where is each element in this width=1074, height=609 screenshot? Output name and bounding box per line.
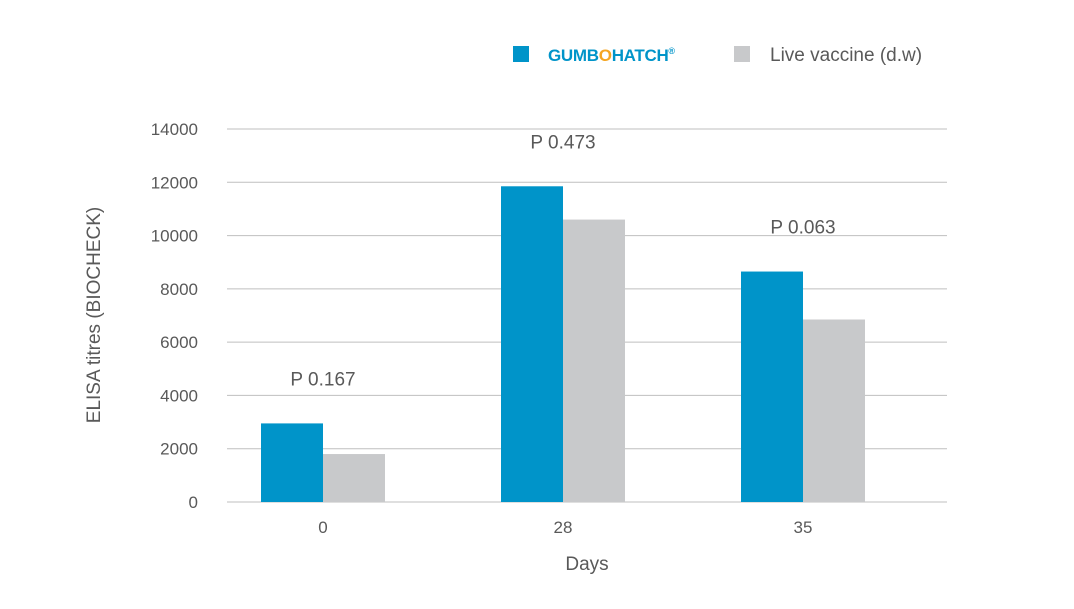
bar-live-vaccine-day-0 (323, 454, 385, 502)
p-value-label: P 0.473 (530, 132, 595, 153)
y-tick-label: 6000 (160, 333, 198, 352)
bar-gumbohatch-day-35 (741, 271, 803, 502)
legend-label-live-vaccine: Live vaccine (d.w) (770, 45, 922, 66)
p-value-label: P 0.063 (770, 218, 835, 239)
x-tick-label: 35 (794, 518, 813, 537)
legend-label-gumbohatch: GUMBOHATCH® (548, 46, 675, 65)
p-value-annotations: P 0.167 P 0.473 P 0.063 (290, 132, 835, 390)
bar-gumbohatch-day-28 (501, 186, 563, 502)
y-tick-label: 10000 (151, 227, 198, 246)
y-axis-ticks: 0 2000 4000 6000 8000 10000 12000 14000 (151, 120, 198, 512)
bar-gumbohatch-day-0 (261, 423, 323, 502)
y-tick-label: 4000 (160, 386, 198, 405)
bar-live-vaccine-day-35 (803, 319, 865, 502)
x-axis-ticks: 0 28 35 (318, 518, 812, 537)
legend-swatch-live-vaccine (734, 46, 750, 62)
x-tick-label: 28 (554, 518, 573, 537)
y-tick-label: 0 (189, 493, 198, 512)
y-axis-label: ELISA titres (BIOCHECK) (84, 207, 105, 423)
y-tick-label: 12000 (151, 173, 198, 192)
legend-swatch-gumbohatch (513, 46, 529, 62)
x-axis-label: Days (565, 554, 608, 575)
bar-live-vaccine-day-28 (563, 219, 625, 503)
y-tick-label: 8000 (160, 280, 198, 299)
x-tick-label: 0 (318, 518, 327, 537)
bars (261, 186, 865, 503)
y-tick-label: 2000 (160, 440, 198, 459)
legend: GUMBOHATCH® Live vaccine (d.w) (513, 45, 922, 66)
p-value-label: P 0.167 (290, 369, 355, 390)
y-tick-label: 14000 (151, 120, 198, 139)
